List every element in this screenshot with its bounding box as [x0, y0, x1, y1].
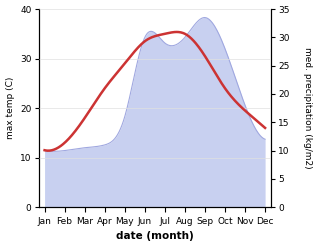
Y-axis label: max temp (C): max temp (C) — [5, 77, 15, 139]
Y-axis label: med. precipitation (kg/m2): med. precipitation (kg/m2) — [303, 47, 313, 169]
X-axis label: date (month): date (month) — [116, 231, 194, 242]
